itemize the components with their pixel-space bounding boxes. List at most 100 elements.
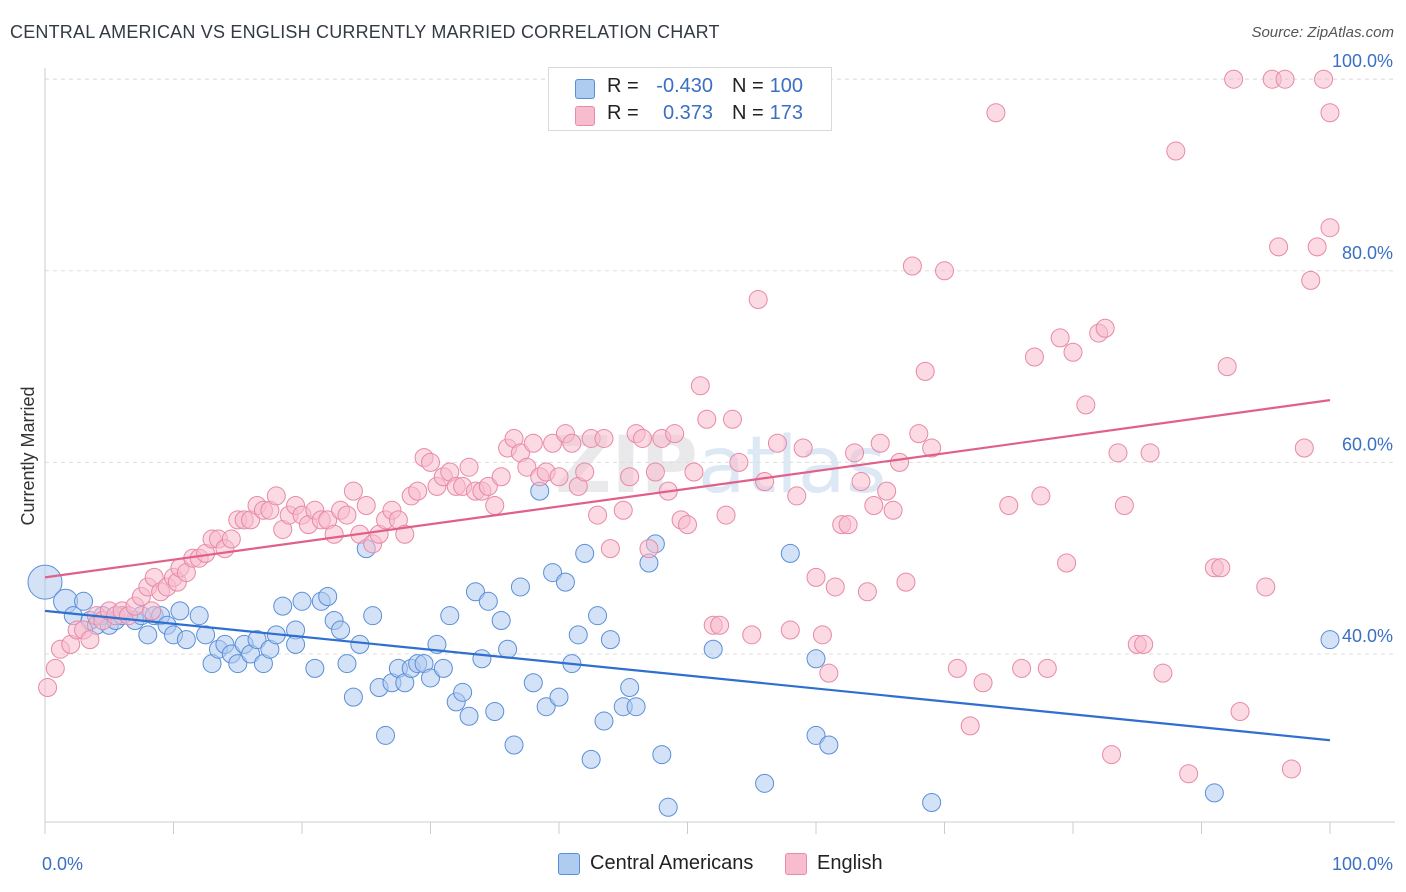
r-label: R = bbox=[607, 102, 639, 124]
english-point bbox=[755, 472, 775, 492]
central-american-point bbox=[189, 606, 209, 626]
english-point bbox=[1269, 237, 1289, 257]
legend-row-central-americans: R = -0.430 N = 100 bbox=[549, 75, 831, 101]
central-american-point bbox=[581, 749, 601, 769]
english-point bbox=[812, 625, 832, 645]
central-american-point bbox=[453, 682, 473, 702]
central-american-point bbox=[292, 591, 312, 611]
x-tick-label-min: 0.0% bbox=[42, 854, 83, 874]
english-point bbox=[678, 515, 697, 535]
central-american-point bbox=[478, 591, 498, 611]
y-tick-label: 40.0% bbox=[1342, 626, 1393, 646]
english-point bbox=[870, 433, 890, 453]
central-american-point bbox=[780, 543, 800, 563]
english-point bbox=[549, 467, 569, 487]
central-american-point bbox=[273, 596, 293, 616]
english-point bbox=[1031, 486, 1051, 506]
english-point bbox=[825, 577, 845, 597]
stats-legend: R = -0.430 N = 100 R = 0.373 N = 173 bbox=[548, 67, 832, 131]
english-point bbox=[1320, 218, 1340, 238]
english-point bbox=[491, 467, 511, 487]
english-point bbox=[324, 524, 344, 544]
central-american-point bbox=[652, 745, 672, 765]
english-point bbox=[600, 539, 620, 559]
english-point bbox=[890, 452, 910, 472]
english-point bbox=[575, 462, 595, 482]
central-american-point bbox=[523, 673, 543, 693]
central-american-point bbox=[594, 711, 614, 731]
english-point bbox=[613, 500, 633, 520]
english-point bbox=[780, 620, 800, 640]
central-american-point bbox=[575, 543, 595, 563]
english-point bbox=[562, 433, 582, 453]
english-point bbox=[38, 678, 58, 698]
english-point bbox=[1102, 745, 1122, 765]
english-point bbox=[1320, 103, 1340, 123]
central-american-point bbox=[305, 658, 325, 678]
english-point bbox=[1179, 764, 1199, 784]
english-point bbox=[722, 409, 742, 429]
y-tick-label: 100.0% bbox=[1332, 51, 1393, 71]
english-point bbox=[748, 290, 768, 310]
english-point bbox=[343, 481, 363, 501]
n-value: 173 bbox=[769, 102, 803, 124]
english-point bbox=[517, 457, 537, 477]
english-point bbox=[883, 500, 903, 520]
english-point bbox=[922, 438, 942, 458]
central-american-point bbox=[536, 697, 556, 717]
english-point bbox=[633, 428, 653, 448]
central-american-point bbox=[510, 577, 530, 597]
central-american-point bbox=[588, 606, 608, 626]
central-american-point bbox=[504, 735, 524, 755]
central-american-point bbox=[555, 572, 575, 592]
english-point bbox=[421, 452, 440, 472]
central-american-point bbox=[176, 630, 196, 650]
english-point bbox=[478, 476, 498, 496]
english-point bbox=[877, 481, 897, 501]
english-trend-line bbox=[44, 399, 1331, 579]
central-american-point bbox=[440, 606, 460, 626]
central-american-point bbox=[228, 654, 248, 674]
english-point bbox=[787, 486, 807, 506]
english-point bbox=[819, 663, 839, 683]
english-point bbox=[1095, 318, 1115, 338]
legend-label: Central Americans bbox=[590, 852, 754, 874]
central-american-point bbox=[1204, 783, 1224, 803]
central-american-point bbox=[755, 773, 775, 793]
english-point bbox=[1063, 342, 1083, 362]
central-american-point bbox=[806, 649, 826, 669]
central-american-point bbox=[247, 630, 267, 650]
english-point bbox=[1108, 443, 1128, 463]
r-value: -0.430 bbox=[656, 75, 713, 97]
central-american-point bbox=[626, 697, 646, 717]
english-point bbox=[857, 582, 877, 602]
central-american-point bbox=[170, 601, 190, 621]
central-american-point bbox=[337, 654, 357, 674]
english-point bbox=[1166, 141, 1186, 161]
english-point bbox=[45, 658, 65, 678]
english-point bbox=[1294, 438, 1314, 458]
english-point bbox=[1256, 577, 1276, 597]
english-point bbox=[697, 409, 717, 429]
central-american-point bbox=[543, 563, 563, 583]
central-american-point bbox=[819, 735, 839, 755]
english-point bbox=[838, 515, 858, 535]
central-american-point bbox=[549, 687, 569, 707]
english-point bbox=[1134, 634, 1154, 654]
english-point bbox=[337, 505, 357, 525]
english-point bbox=[1153, 663, 1173, 683]
central-american-point bbox=[196, 625, 216, 645]
source-label: Source: ZipAtlas.com bbox=[1251, 24, 1394, 41]
y-tick-label: 60.0% bbox=[1342, 434, 1393, 454]
english-point bbox=[793, 438, 813, 458]
central-american-point bbox=[286, 634, 306, 654]
central-american-trend-line bbox=[44, 609, 1331, 742]
english-point bbox=[142, 601, 162, 621]
central-american-point bbox=[1320, 630, 1340, 650]
central-american-point bbox=[421, 668, 440, 688]
english-point bbox=[356, 496, 376, 516]
central-american-point bbox=[472, 649, 492, 669]
x-tick-label-max: 100.0% bbox=[1332, 854, 1393, 874]
central-american-point bbox=[806, 725, 826, 745]
